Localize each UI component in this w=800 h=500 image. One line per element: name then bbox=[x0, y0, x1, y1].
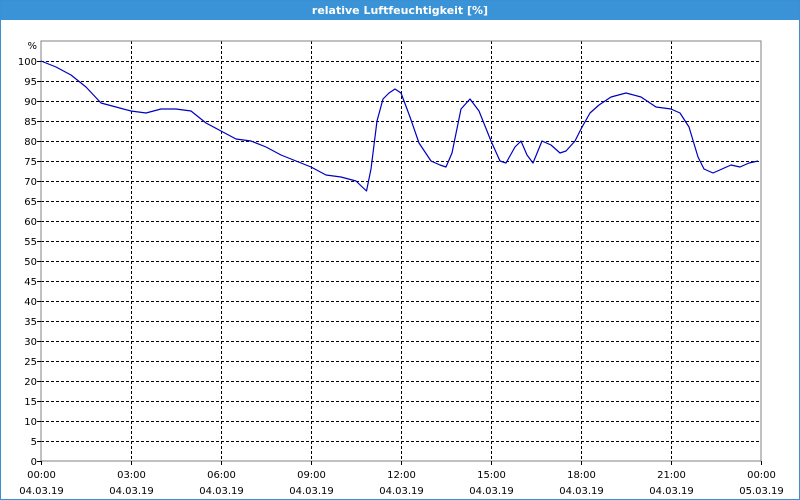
x-tick-date-label: 04.03.19 bbox=[559, 486, 604, 497]
y-axis-label: % bbox=[27, 41, 37, 52]
y-tick-label: 70 bbox=[24, 177, 37, 188]
x-tick-date-label: 04.03.19 bbox=[289, 486, 334, 497]
x-tick-date-label: 04.03.19 bbox=[109, 486, 154, 497]
y-tick-label: 20 bbox=[24, 377, 37, 388]
y-tick-label: 45 bbox=[24, 277, 37, 288]
y-tick-label: 90 bbox=[24, 97, 37, 108]
x-tick-date-label: 04.03.19 bbox=[379, 486, 424, 497]
y-tick-label: 30 bbox=[24, 337, 37, 348]
window-title: relative Luftfeuchtigkeit [%] bbox=[1, 1, 799, 20]
x-tick-date-label: 04.03.19 bbox=[19, 486, 64, 497]
x-tick-time-label: 15:00 bbox=[477, 470, 506, 481]
y-tick-label: 80 bbox=[24, 137, 37, 148]
x-tick-time-label: 03:00 bbox=[117, 470, 146, 481]
y-tick-label: 95 bbox=[24, 77, 37, 88]
y-tick-label: 0 bbox=[31, 457, 37, 468]
y-tick-label: 25 bbox=[24, 357, 37, 368]
x-tick-date-label: 04.03.19 bbox=[199, 486, 244, 497]
x-tick-time-label: 00:00 bbox=[747, 470, 776, 481]
y-tick-label: 65 bbox=[24, 197, 37, 208]
y-tick-label: 5 bbox=[31, 437, 37, 448]
y-tick-label: 10 bbox=[24, 417, 37, 428]
y-tick-label: 75 bbox=[24, 157, 37, 168]
x-tick-time-label: 06:00 bbox=[207, 470, 236, 481]
y-tick-label: 60 bbox=[24, 217, 37, 228]
y-tick-label: 40 bbox=[24, 297, 37, 308]
y-tick-label: 15 bbox=[24, 397, 37, 408]
x-tick-time-label: 18:00 bbox=[567, 470, 596, 481]
y-tick-label: 100 bbox=[18, 57, 37, 68]
x-tick-date-label: 04.03.19 bbox=[469, 486, 514, 497]
y-tick-label: 50 bbox=[24, 257, 37, 268]
y-tick-label: 55 bbox=[24, 237, 37, 248]
x-tick-time-label: 00:00 bbox=[27, 470, 56, 481]
x-tick-date-label: 04.03.19 bbox=[649, 486, 694, 497]
x-tick-time-label: 21:00 bbox=[657, 470, 686, 481]
x-tick-date-label: 05.03.19 bbox=[739, 486, 784, 497]
humidity-series-line bbox=[40, 60, 759, 192]
y-tick-label: 85 bbox=[24, 117, 37, 128]
x-tick-time-label: 09:00 bbox=[297, 470, 326, 481]
y-tick-label: 35 bbox=[24, 317, 37, 328]
x-tick-time-label: 12:00 bbox=[387, 470, 416, 481]
